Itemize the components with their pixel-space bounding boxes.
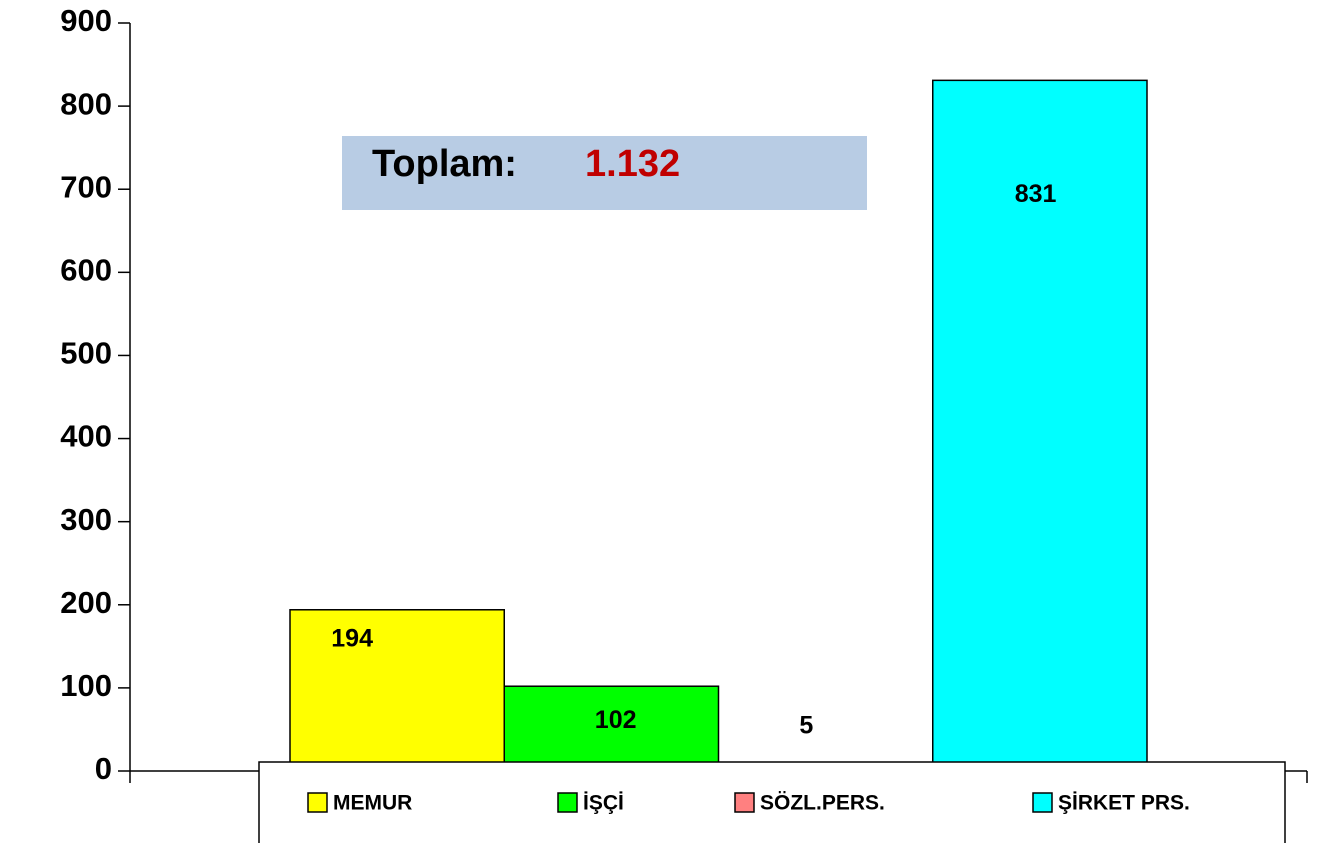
bar	[289, 609, 505, 772]
legend-swatch	[734, 792, 755, 813]
y-tick-label: 200	[60, 585, 112, 620]
y-tick-label: 0	[95, 751, 112, 786]
legend-swatch	[557, 792, 578, 813]
y-tick-label: 900	[60, 3, 112, 38]
y-tick-label: 300	[60, 502, 112, 537]
legend-swatch	[1032, 792, 1053, 813]
y-tick-label: 500	[60, 336, 112, 371]
legend-label: SÖZL.PERS.	[760, 792, 885, 815]
legend	[258, 761, 1286, 843]
data-label: 5	[799, 711, 813, 739]
y-tick-label: 700	[60, 169, 112, 204]
bars	[289, 79, 1148, 772]
bar	[932, 79, 1148, 772]
legend-label: ŞİRKET PRS.	[1058, 792, 1190, 815]
y-tick-label: 100	[60, 668, 112, 703]
y-tick-label: 600	[60, 253, 112, 288]
legend-label: MEMUR	[333, 792, 412, 815]
data-label: 194	[331, 624, 373, 652]
legend-swatch	[307, 792, 328, 813]
bar	[503, 685, 720, 772]
y-tick-label: 400	[60, 419, 112, 454]
legend-label: İŞÇİ	[583, 792, 624, 815]
data-label: 831	[1015, 180, 1057, 208]
data-label: 102	[595, 706, 637, 734]
y-tick-label: 800	[60, 86, 112, 121]
total-box	[342, 136, 867, 210]
total-value: 1.132	[585, 143, 680, 185]
total-label: Toplam:	[372, 143, 517, 185]
